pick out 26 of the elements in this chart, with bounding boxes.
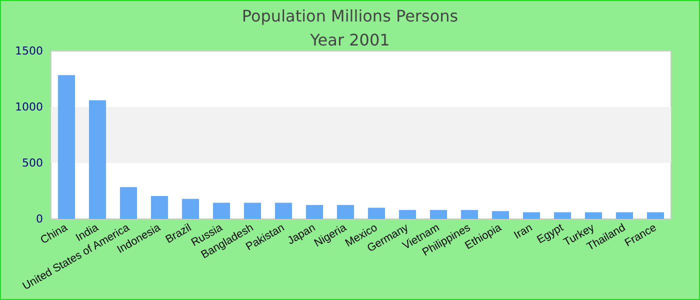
- bar: [368, 208, 386, 219]
- y-tick-label: 1000: [15, 100, 43, 114]
- bar: [306, 205, 324, 219]
- x-tick-label: Iran: [512, 222, 534, 242]
- bar: [584, 212, 602, 219]
- bar: [492, 211, 510, 219]
- bar: [58, 75, 76, 219]
- chart-subtitle: Year 2001: [309, 30, 390, 50]
- bar: [88, 100, 106, 219]
- bar: [460, 210, 478, 219]
- bar: [554, 212, 572, 219]
- bar: [646, 212, 664, 219]
- bar: [212, 202, 230, 219]
- chart-title: Population Millions Persons: [242, 6, 458, 26]
- bar: [616, 212, 634, 219]
- y-tick-label: 1500: [15, 44, 43, 58]
- bar: [522, 212, 540, 219]
- bar: [182, 198, 200, 219]
- bar: [120, 187, 138, 219]
- bar: [430, 210, 448, 219]
- bar: [336, 205, 354, 219]
- bar: [274, 202, 292, 219]
- bar: [244, 202, 262, 219]
- bar: [150, 196, 168, 219]
- bar: [398, 210, 416, 219]
- y-tick-label: 500: [22, 156, 43, 170]
